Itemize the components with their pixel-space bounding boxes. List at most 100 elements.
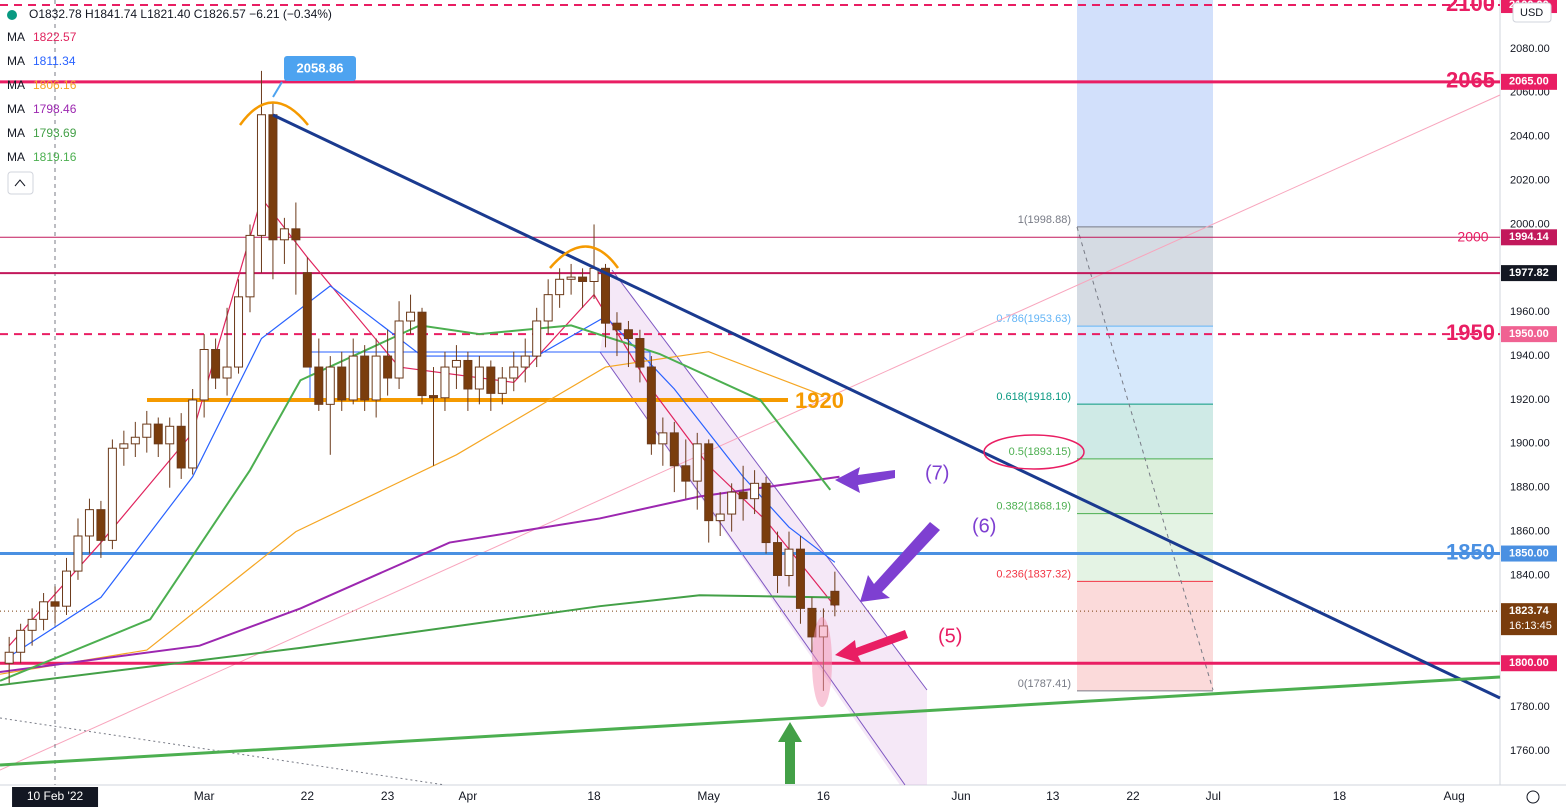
candle-body [165,425,175,445]
callout-text: 2058.86 [297,60,344,75]
candle-body [658,432,668,445]
y-tick-label: 1920.00 [1510,394,1550,406]
candle-body [62,570,72,607]
candle-body [704,443,714,522]
fib-band [1077,0,1213,227]
countdown: 16:13:45 [1509,620,1552,632]
level-label: 2065 [1446,68,1495,93]
candle-body [199,348,209,401]
candle-body [784,548,794,576]
currency-button[interactable] [1512,2,1552,23]
legend-value: 1822.57 [33,30,77,44]
legend-value: 1819.16 [33,150,77,164]
diagonal-line [0,94,1501,771]
moving-average [0,324,832,682]
fib-label: 1(1998.88) [1018,214,1071,226]
legend-name: MA [7,102,25,116]
candle-body [578,276,588,282]
candle-body [566,276,576,280]
overlay-drawings: (7) (6) (5) 2000 2058.86 [0,56,1501,784]
candle-body [463,359,473,390]
fib-label: 0.236(1837.32) [996,568,1071,580]
level-label: 2100 [1446,0,1495,16]
candle-body [348,355,358,401]
price-tag [1501,655,1557,672]
highlight-ring [983,434,1085,470]
y-tick-label: 2020.00 [1510,174,1550,186]
top-arc [549,245,620,269]
candle-body [27,618,37,631]
fib-band [1077,404,1213,459]
candle-body [795,548,805,609]
moving-average [0,594,831,687]
price-tag-label: 2065.00 [1509,76,1549,88]
y-tick-label: 1860.00 [1510,526,1550,538]
price-tag [1501,603,1557,636]
candle-body [50,601,60,607]
price-tag-label: 1800.00 [1509,657,1549,669]
legend-value: 1811.34 [33,54,76,68]
legend-value: 1793.69 [33,126,77,140]
fib-band [1077,326,1213,405]
candle-body [497,377,507,394]
x-tick-label: 22 [1126,789,1140,803]
support-trendline [0,675,1501,767]
candle-body [176,425,186,469]
fib-band [1077,513,1213,582]
candle-body [96,509,106,541]
x-tick-label: Apr [459,789,478,803]
currency-box[interactable]: USD [1512,2,1552,23]
candle-body [84,509,94,537]
price-tag-label: 1823.74 [1509,605,1550,617]
fib-label: 0(1787.41) [1018,678,1071,690]
crosshair-label-bg [12,787,99,807]
candle-body [245,234,255,298]
candle-body [773,542,783,576]
x-tick-label: Jun [951,789,970,803]
y-tick-label: 1900.00 [1510,438,1550,450]
arrow [835,467,895,493]
candle-body [39,601,49,620]
trendline [272,113,1501,700]
x-tick-label: 23 [381,789,395,803]
candle-body [532,320,542,357]
candle-body [750,482,760,500]
candle-body [337,366,347,401]
price-tag-label: 1950.00 [1509,328,1549,340]
candle-body [188,399,198,469]
candle-body [119,443,129,449]
x-tick-label: 10 Feb '22 [27,789,84,803]
settings-icon[interactable] [1526,790,1540,804]
level-label: 1850 [1446,539,1495,564]
candle-body [486,366,496,394]
fib-band [1077,458,1213,514]
legend-value: 1798.46 [33,102,77,116]
candle-body [601,267,611,324]
candle-body [727,491,737,515]
candle-body [474,366,484,390]
levels: 2100 2065 1950 1850 1920 [0,0,1500,665]
candle-body [16,629,26,653]
legend-name: MA [7,150,25,164]
x-tick-label: Jul [1206,789,1221,803]
arrow [778,722,802,784]
fib-label: 0.382(1868.19) [996,501,1071,513]
top-arc [238,101,309,126]
candle-body [428,395,438,399]
collapse-button[interactable] [7,171,34,195]
candle-body [543,294,553,322]
candle-body [371,355,381,401]
x-tick-label: 16 [817,789,831,803]
status-dot [7,10,17,20]
wave-label: (6) [972,515,996,537]
fib-band [1077,226,1213,327]
fib-label: 0.786(1953.63) [996,313,1071,325]
collapse-icon [14,179,26,187]
y-tick-label: 2080.00 [1510,43,1550,55]
candles [4,70,840,691]
y-tick-label: 1940.00 [1510,350,1550,362]
y-tick-label: 1760.00 [1510,745,1550,757]
x-tick-label: 22 [301,789,315,803]
